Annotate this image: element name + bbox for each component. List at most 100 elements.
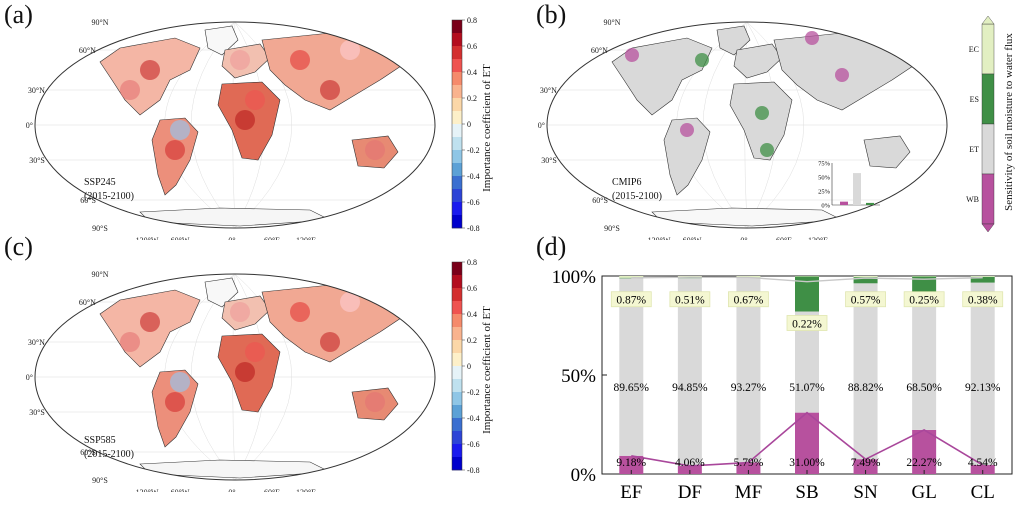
wb-value-label: 9.18% (616, 457, 646, 469)
colorbar-segment (452, 189, 462, 203)
colorbar-segment (452, 111, 462, 125)
colorbar-segment (452, 301, 462, 315)
inset-bar-chart: 75% 50% 25% 0% (818, 161, 880, 210)
lon-label: 120°E (296, 488, 316, 492)
colorbar-segment (452, 288, 462, 302)
category-swatch (981, 23, 995, 75)
wb-value-label: 31.00% (789, 457, 825, 469)
period-a: (2015-2100) (84, 191, 134, 202)
colorbar-tick: 0.6 (467, 42, 477, 51)
scenario-a: SSP245 (84, 177, 116, 188)
colorbar-segment (452, 275, 462, 289)
bar-segment (970, 465, 995, 474)
wb-value-label: 4.06% (675, 457, 705, 469)
colorbar-segment (452, 137, 462, 151)
ec-label-box (786, 315, 828, 331)
lon-label: 0° (740, 236, 747, 240)
category-swatch (981, 173, 995, 225)
continent-shape (733, 43, 783, 79)
colorbar-segment (452, 20, 462, 34)
inset-bar (840, 201, 848, 205)
ec-value-label: 0.51% (675, 295, 705, 307)
colorbar-segment (452, 72, 462, 86)
chart-d: 0% 50% 100% EF DF MF SB SN GL CL 9.18% 4.06% 5.79% 31… (552, 267, 1013, 503)
colorbar-segment (452, 176, 462, 190)
wb-value-label: 22.27% (906, 457, 942, 469)
bar-segment (619, 455, 644, 474)
map-a: 90°N 60°N 30°N 0° 30°S 60°S 90°S 120°W 60°W 0° 60°… (26, 18, 436, 240)
bar-segment (853, 276, 878, 278)
et-trend-line (631, 276, 983, 283)
et-value-label: 88.82% (848, 382, 884, 394)
inset-bar (853, 173, 861, 205)
lat-label: 0° (26, 373, 33, 382)
lon-label: 120°W (136, 488, 159, 492)
lat-label: 90°S (604, 224, 620, 233)
colorbar-segment (452, 431, 462, 445)
panel-b-tag: (b) (536, 0, 567, 29)
colorbar-segment (452, 33, 462, 47)
lon-label: 120°W (648, 236, 671, 240)
continent-shape (863, 135, 911, 169)
colorbar-tick: -0.4 (467, 172, 480, 181)
bar-segment (970, 282, 995, 466)
continent-shape (663, 117, 711, 196)
panel-a-tag: (a) (4, 0, 33, 29)
bar-segment (970, 276, 995, 277)
x-tick-label: GL (911, 482, 936, 503)
colorbar-b-label: Sensitivity of soil moisture to water fl… (1003, 33, 1015, 211)
bar-segment (912, 276, 937, 295)
colorbar-segment (452, 202, 462, 216)
ec-label-box (669, 291, 711, 308)
colorbar-tick: -0.6 (467, 440, 480, 449)
lat-label: 90°N (92, 18, 109, 27)
colorbar-segment (452, 418, 462, 432)
bar-segment (853, 459, 878, 474)
lat-label: 90°N (604, 18, 621, 27)
colorbar-segment (452, 59, 462, 73)
bar-segment (677, 465, 702, 474)
colorbar-tick: 0 (467, 362, 471, 371)
bar-segment (853, 277, 878, 284)
category-label: WB (966, 195, 979, 204)
inset-tick: 75% (818, 161, 831, 168)
period-b: (2015-2100) (612, 191, 662, 202)
ec-value-label: 0.87% (616, 295, 646, 307)
y-tick-label: 0% (571, 465, 597, 486)
colorbar-segment (452, 262, 462, 276)
bar-segment (853, 283, 878, 460)
lat-label: 0° (26, 121, 33, 130)
scenario-c: SSP585 (84, 435, 116, 446)
colorbar-tick: -0.2 (467, 388, 480, 397)
colorbar-tick: 0 (467, 120, 471, 129)
et-value-label: 92.13% (965, 382, 1001, 394)
lon-label: 60°E (264, 488, 280, 492)
panel-d-tag: (d) (536, 232, 567, 261)
colorbar-segment (452, 405, 462, 419)
colorbar-segment (452, 379, 462, 393)
ec-value-label: 0.67% (734, 295, 764, 307)
inset-tick: 50% (818, 175, 831, 182)
colorbar-tick: -0.8 (467, 224, 480, 233)
category-swatch (981, 123, 995, 175)
bar-segment (677, 278, 702, 466)
ec-value-label: 0.22% (792, 319, 822, 331)
et-value-label: 51.07% (789, 382, 825, 394)
ec-value-label: 0.25% (909, 295, 939, 307)
colorbar-tick: -0.2 (467, 146, 480, 155)
et-value-label: 89.65% (614, 382, 650, 394)
lat-label: 60°S (592, 196, 608, 205)
map-b: 90°N 60°N 30°N 0° 30°S 60°S 90°S 120°W 60°W 0° 60°… (538, 18, 948, 240)
colorbar-tick: -0.8 (467, 466, 480, 475)
bar-segment (736, 462, 761, 474)
panel-c-tag: (c) (4, 232, 33, 261)
bar-segment (912, 429, 937, 474)
lon-label: 120°E (808, 236, 828, 240)
colorbar-segment (452, 314, 462, 328)
colorbar-segment (452, 85, 462, 99)
lon-label: 60°W (683, 236, 702, 240)
scenario-b: CMIP6 (612, 177, 641, 188)
colorbar-segment (452, 124, 462, 138)
category-label: EC (969, 45, 979, 54)
lat-label: 30°S (541, 156, 557, 165)
